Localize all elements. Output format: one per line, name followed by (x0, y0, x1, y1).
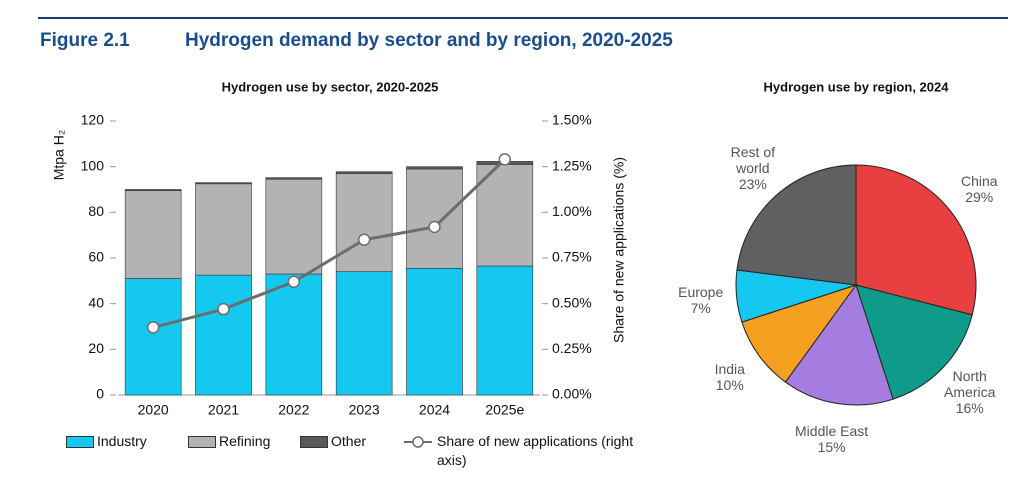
legend-swatch (66, 436, 94, 448)
y2-tick-label: 0.75% (552, 249, 592, 265)
pie-label: Europe 7% (651, 284, 751, 316)
pie-slice (741, 284, 858, 383)
pie-category: North America (944, 367, 996, 400)
pie-value-label: 15% (817, 439, 846, 456)
x-tick-label: 2025e (485, 402, 524, 418)
y2-tick-label: 1.00% (552, 203, 592, 219)
pie-category: Europe (678, 283, 724, 300)
line-marker (428, 220, 441, 234)
bar-segment (195, 183, 252, 276)
bar-segment (265, 273, 323, 396)
legend-swatch (404, 436, 432, 448)
y2-tick-label: 1.25% (552, 157, 592, 173)
bar-segment (476, 265, 534, 396)
pie-category: China (960, 173, 998, 190)
bar-segment (265, 178, 323, 275)
chart-subtitle: Hydrogen use by region, 2024 (764, 79, 950, 94)
pie-value-label: 29% (965, 189, 994, 206)
bar-segment (195, 274, 252, 396)
y-axis-label: Mtpa H₂ (51, 130, 67, 181)
legend-marker (412, 436, 424, 448)
line (152, 158, 506, 329)
legend-item: Industry (66, 433, 147, 449)
legend-item: Other (300, 433, 366, 449)
legend-item: Refining (188, 433, 270, 449)
x-tick-label: 2024 (419, 402, 450, 418)
bar-segment (335, 271, 393, 396)
y-tick-label: 120 (81, 112, 105, 128)
y-tick-label: 0 (96, 386, 104, 402)
pie-label: China 29% (929, 173, 1024, 205)
x-tick-label: 2023 (349, 402, 380, 418)
figure-title: Hydrogen demand by sector and by region,… (185, 30, 673, 51)
legend-label: Industry (97, 433, 147, 449)
legend-item: Share of new applications (right axis) (402, 433, 637, 470)
y2-axis-label: Share of new applications (%) (611, 157, 627, 343)
line-marker (357, 233, 371, 246)
legend-label: Other (331, 433, 367, 449)
pie-value-label: 10% (715, 376, 744, 393)
bar-segment (124, 189, 182, 191)
pie-slice (855, 284, 973, 400)
y-tick-label: 60 (88, 249, 104, 265)
pie-value-label: 7% (690, 299, 711, 316)
line-marker (287, 275, 301, 288)
y2-tick-label: 0.50% (552, 294, 592, 310)
y-tick-label: 80 (88, 203, 104, 219)
y-tick-label: 100 (81, 157, 105, 173)
x-tick-label: 2022 (278, 402, 309, 418)
bar-segment (265, 177, 323, 180)
bar-segment (406, 168, 463, 269)
line-marker (146, 321, 160, 334)
bar-segment (195, 182, 252, 185)
y2-tick-label: 1.50% (552, 112, 592, 128)
pie-category: India (714, 360, 745, 377)
pie-category: Middle East (795, 423, 869, 440)
pie-slice (855, 164, 977, 316)
pie-value-label: 16% (955, 399, 984, 416)
pie-value-label: 23% (738, 175, 767, 192)
x-tick-label: 2021 (208, 402, 239, 418)
bar-segment (335, 173, 393, 272)
legend-swatch (188, 436, 216, 448)
legend-label: Share of new applications (right axis) (437, 433, 634, 468)
pie-label: North America 16% (940, 368, 1000, 416)
pie-category: Rest of world (730, 143, 775, 176)
y-tick-label: 20 (88, 340, 104, 356)
bar-segment (335, 171, 393, 174)
pie-label: India 10% (680, 361, 780, 393)
bar-segment (406, 166, 463, 170)
y-tick-label: 40 (88, 294, 104, 310)
pie-label: Rest of world 23% (723, 144, 783, 192)
line-marker (498, 153, 512, 166)
legend-label: Refining (219, 433, 271, 449)
x-tick-label: 2020 (138, 402, 169, 418)
pie-slice (784, 283, 894, 406)
pie-label: Middle East 15% (777, 423, 887, 455)
y2-tick-label: 0.00% (552, 386, 592, 402)
pie-slice (736, 164, 857, 286)
bar-segment (406, 267, 463, 396)
y2-tick-label: 0.25% (552, 340, 592, 356)
figure-number: Figure 2.1 (40, 30, 130, 51)
legend-swatch (300, 436, 328, 448)
line-marker (217, 302, 230, 316)
bar-segment (124, 190, 182, 279)
chart-subtitle: Hydrogen use by sector, 2020-2025 (222, 79, 439, 94)
bar-segment (124, 278, 182, 396)
bar-segment (476, 164, 534, 267)
